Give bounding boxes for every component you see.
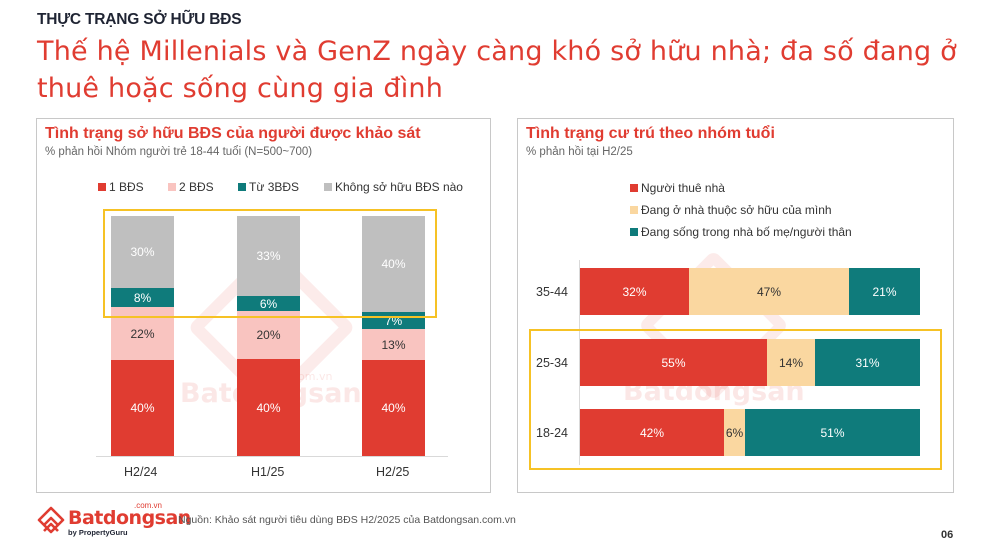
legend-swatch-icon: [238, 183, 246, 191]
segment-own-home: 14%: [767, 339, 815, 386]
legend-swatch-icon: [630, 184, 638, 192]
legend-swatch-icon: [98, 183, 106, 191]
legend-item-2-bds: 2 BĐS: [168, 180, 214, 194]
batdongsan-logo: Batdongsan .com.vn by PropertyGuru: [36, 501, 191, 537]
y-axis-line: [579, 260, 580, 465]
page-number: 06: [941, 529, 954, 541]
segment-renting: 55%: [580, 339, 767, 386]
legend-label: Đang sống trong nhà bố mẹ/người thân: [641, 225, 852, 239]
segment-1-bds: 40%: [111, 360, 174, 456]
residence-chart-title: Tình trạng cư trú theo nhóm tuổi: [526, 125, 775, 142]
watermark-domain: com.vn: [292, 370, 333, 383]
legend-item-own-home: Đang ở nhà thuộc sở hữu của mình: [630, 203, 832, 217]
segment-own-home: 6%: [724, 409, 745, 456]
y-tick-35-44: 35-44: [536, 285, 568, 299]
segment-with-family: 51%: [745, 409, 920, 456]
legend-label: 1 BĐS: [109, 180, 144, 194]
legend-item-1-bds: 1 BĐS: [98, 180, 144, 194]
segment-renting: 32%: [580, 268, 689, 315]
legend-item-no-bds: Không sở hữu BĐS nào: [324, 180, 463, 194]
legend-label: Từ 3BĐS: [249, 180, 300, 194]
segment-with-family: 31%: [815, 339, 920, 386]
segment-2-bds: 13%: [362, 329, 425, 360]
legend-label: 2 BĐS: [179, 180, 214, 194]
segment-3-bds: 8%: [111, 288, 174, 307]
segment-1-bds: 40%: [362, 360, 425, 456]
segment-none: 40%: [362, 216, 425, 312]
segment-none: 30%: [111, 216, 174, 288]
segment-3-bds: 6%: [237, 296, 300, 311]
legend-item-with-family: Đang sống trong nhà bố mẹ/người thân: [630, 225, 852, 239]
segment-none: 33%: [237, 216, 300, 296]
legend-label: Đang ở nhà thuộc sở hữu của mình: [641, 203, 832, 217]
ownership-chart-title: Tình trạng sở hữu BĐS của người được khả…: [45, 125, 421, 142]
residence-chart-subtitle: % phản hồi tại H2/25: [526, 146, 633, 158]
ownership-chart-subtitle: % phản hồi Nhóm người trẻ 18-44 tuổi (N=…: [45, 146, 313, 158]
section-kicker: THỰC TRẠNG SỞ HỮU BĐS: [37, 11, 242, 28]
segment-2-bds: 20%: [237, 311, 300, 359]
x-tick-h2-24: H2/24: [124, 465, 158, 479]
logo-name: Batdongsan: [68, 507, 191, 529]
segment-2-bds: 22%: [111, 307, 174, 360]
legend-item-3-bds: Từ 3BĐS: [238, 180, 299, 194]
x-axis-line: [96, 456, 448, 457]
segment-with-family: 21%: [849, 268, 920, 315]
legend-swatch-icon: [324, 183, 332, 191]
legend-item-renting: Người thuê nhà: [630, 181, 725, 195]
y-tick-18-24: 18-24: [536, 426, 568, 440]
x-tick-h1-25: H1/25: [251, 465, 285, 479]
legend-swatch-icon: [168, 183, 176, 191]
source-note: Nguồn: Khảo sát người tiêu dùng BĐS H2/2…: [178, 514, 516, 526]
logo-by: by PropertyGuru: [68, 528, 128, 537]
segment-own-home: 47%: [689, 268, 849, 315]
legend-swatch-icon: [630, 206, 638, 214]
segment-renting: 42%: [580, 409, 724, 456]
x-tick-h2-25: H2/25: [376, 465, 410, 479]
logo-house-icon: [37, 506, 65, 534]
logo-domain: .com.vn: [134, 501, 163, 510]
highlight-box-right: [529, 329, 942, 470]
highlight-box-left: [103, 209, 437, 318]
page-headline: Thế hệ Millenials và GenZ ngày càng khó …: [37, 36, 957, 104]
segment-1-bds: 40%: [237, 359, 300, 456]
y-tick-25-34: 25-34: [536, 356, 568, 370]
legend-label: Người thuê nhà: [641, 181, 725, 195]
legend-swatch-icon: [630, 228, 638, 236]
legend-label: Không sở hữu BĐS nào: [335, 180, 463, 194]
